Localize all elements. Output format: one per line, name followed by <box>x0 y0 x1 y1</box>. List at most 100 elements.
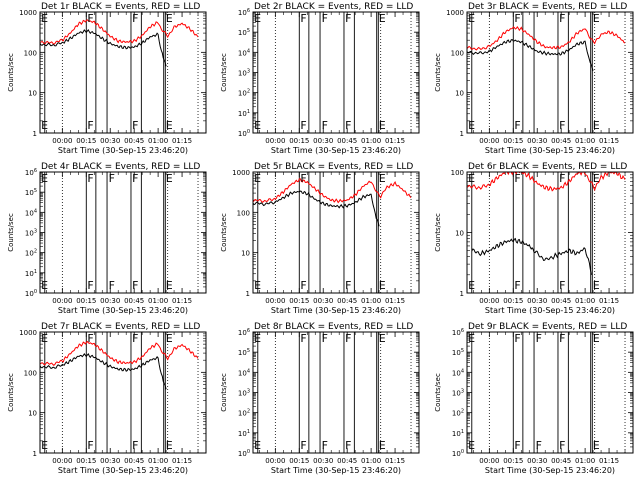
flag-label: F <box>109 172 115 185</box>
chart-panel-6: Det 6r BLACK = Events, RED = LLD Counts/s… <box>434 162 634 315</box>
lld-rate-line <box>40 19 199 45</box>
flag-label: F <box>536 439 542 452</box>
flag-label: F <box>345 119 351 132</box>
plot-frame <box>39 331 207 454</box>
event-rate-line <box>253 190 380 227</box>
flag-label: F <box>109 279 115 292</box>
x-tick-label: 00:30 <box>313 297 333 305</box>
flag-label: E <box>593 172 600 185</box>
x-tick-label: 00:45 <box>551 457 571 465</box>
plot-frame <box>466 171 634 294</box>
event-rate-line <box>40 29 167 67</box>
flag-label: F <box>132 279 138 292</box>
flag-label: E <box>468 119 475 132</box>
plot-frame <box>39 171 207 294</box>
x-tick-label: 00:15 <box>289 137 309 145</box>
y-tick-label: 103 <box>25 229 37 238</box>
y-tick-label: 102 <box>25 249 37 258</box>
x-tick-label: 00:00 <box>52 137 72 145</box>
x-tick-label: 01:15 <box>172 137 192 145</box>
event-rate-line <box>467 39 594 71</box>
y-axis-label: Counts/sec <box>220 53 228 92</box>
flag-label: F <box>132 439 138 452</box>
flag-label: F <box>345 439 351 452</box>
chart-panel-7: Det 7r BLACK = Events, RED = LLD Counts/s… <box>7 322 207 475</box>
flag-label: E <box>166 332 173 345</box>
x-tick-label: 00:15 <box>503 297 523 305</box>
y-axis-label: Counts/sec <box>7 213 15 252</box>
flag-label: E <box>468 12 475 25</box>
y-tick-label: 103 <box>452 389 464 398</box>
y-tick-label: 100 <box>451 169 464 177</box>
y-tick-label: 102 <box>238 89 250 98</box>
plot-frame <box>252 171 420 294</box>
y-tick-label: 1 <box>33 450 37 458</box>
event-rate-line <box>471 237 592 275</box>
chart-title: Det 6r BLACK = Events, RED = LLD <box>468 162 627 172</box>
x-axis-label: Start Time (30-Sep-15 23:46:20) <box>58 306 188 315</box>
lld-rate-line <box>467 172 626 192</box>
flag-label: F <box>300 12 306 25</box>
plot-area <box>40 12 199 133</box>
chart-title: Det 8r BLACK = Events, RED = LLD <box>254 322 413 332</box>
chart-title: Det 7r BLACK = Events, RED = LLD <box>41 322 200 332</box>
x-tick-label: 00:15 <box>503 457 523 465</box>
y-tick-label: 10 <box>241 250 250 258</box>
flag-label: E <box>593 439 600 452</box>
y-axis-label: Counts/sec <box>7 373 15 412</box>
plot-frame <box>252 11 420 134</box>
x-tick-label: 00:45 <box>551 137 571 145</box>
flag-label: F <box>514 439 520 452</box>
x-axis-label: Start Time (30-Sep-15 23:46:20) <box>271 306 401 315</box>
flag-label: E <box>41 119 48 132</box>
y-tick-label: 104 <box>452 368 464 377</box>
flag-label: F <box>322 332 328 345</box>
flag-label: F <box>300 332 306 345</box>
flag-label: E <box>379 279 386 292</box>
x-tick-label: 00:30 <box>527 297 547 305</box>
x-tick-label: 00:45 <box>337 457 357 465</box>
y-tick-label: 100 <box>238 129 250 138</box>
flag-label: F <box>559 439 565 452</box>
y-tick-label: 104 <box>238 48 250 57</box>
flag-label: F <box>87 12 93 25</box>
x-tick-label: 01:00 <box>575 457 595 465</box>
x-tick-label: 00:15 <box>76 297 96 305</box>
flag-label: E <box>166 439 173 452</box>
x-tick-label: 00:15 <box>503 137 523 145</box>
y-axis-label: Counts/sec <box>434 373 442 412</box>
lld-rate-line <box>40 340 199 366</box>
flag-label: F <box>87 332 93 345</box>
flag-label: E <box>379 119 386 132</box>
x-tick-label: 01:00 <box>575 137 595 145</box>
y-tick-label: 10 <box>455 230 464 238</box>
flag-label: E <box>254 12 261 25</box>
chart-panel-3: Det 3r BLACK = Events, RED = LLD Counts/s… <box>434 2 634 155</box>
y-tick-label: 1000 <box>446 9 464 17</box>
y-axis-label: Counts/sec <box>220 213 228 252</box>
y-tick-label: 106 <box>238 8 250 17</box>
flag-label: E <box>166 279 173 292</box>
flag-label: E <box>379 172 386 185</box>
x-tick-label: 01:15 <box>385 297 405 305</box>
flag-label: F <box>559 279 565 292</box>
flag-label: F <box>87 172 93 185</box>
x-tick-label: 01:00 <box>361 297 381 305</box>
x-tick-label: 00:30 <box>527 137 547 145</box>
x-tick-label: 01:15 <box>385 457 405 465</box>
flag-label: F <box>514 172 520 185</box>
y-tick-label: 103 <box>238 69 250 78</box>
chart-title: Det 1r BLACK = Events, RED = LLD <box>41 2 200 12</box>
flag-label: F <box>345 172 351 185</box>
flag-label: F <box>559 172 565 185</box>
flag-label: F <box>87 119 93 132</box>
chart-title: Det 3r BLACK = Events, RED = LLD <box>468 2 627 12</box>
flag-label: E <box>468 279 475 292</box>
y-tick-label: 106 <box>238 328 250 337</box>
x-tick-label: 00:45 <box>124 297 144 305</box>
flag-label: E <box>41 12 48 25</box>
x-tick-label: 00:30 <box>100 457 120 465</box>
flag-label: E <box>166 172 173 185</box>
flag-label: E <box>379 439 386 452</box>
y-tick-label: 1 <box>246 290 250 298</box>
